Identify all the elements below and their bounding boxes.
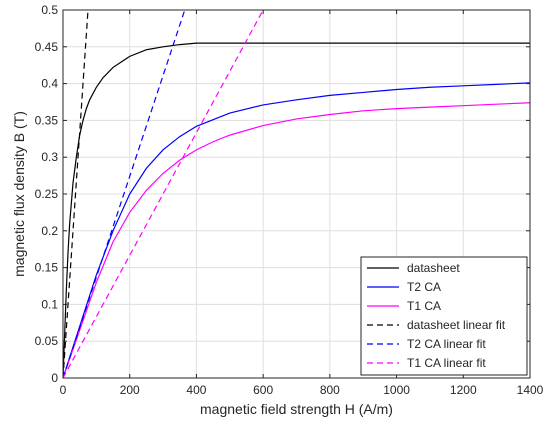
legend-entry: datasheet (407, 261, 460, 275)
x-tick-label: 1400 (517, 383, 544, 397)
ticks: 0 200 400 600 800 1000 1200 1400 0 0.05 0.1 0.15 0.2… (35, 3, 544, 397)
legend-entry: datasheet linear fit (407, 318, 506, 332)
series-line-0 (63, 42, 530, 378)
series-layer (63, 10, 530, 378)
series-line-1 (63, 82, 530, 378)
x-axis-title: magnetic field strength H (A/m) (200, 401, 393, 417)
y-axis-title: magnetic flux density B (T) (11, 111, 27, 277)
grid (62, 9, 531, 379)
y-tick-label: 0.15 (35, 261, 59, 275)
legend-entry: T1 CA (407, 299, 441, 313)
series-line-2 (63, 102, 530, 378)
x-tick-label: 400 (186, 383, 206, 397)
y-tick-label: 0.5 (41, 3, 58, 17)
x-tick-label: 800 (320, 383, 340, 397)
x-tick-label: 1200 (450, 383, 477, 397)
x-tick-label: 200 (120, 383, 140, 397)
legend-box (360, 256, 528, 376)
y-tick-label: 0 (51, 371, 58, 385)
y-tick-label: 0.45 (35, 40, 59, 54)
legend: datasheet T2 CA T1 CA datasheet linear fit T… (360, 256, 528, 376)
x-tick-label: 600 (253, 383, 273, 397)
legend-entry: T1 CA linear fit (407, 356, 486, 370)
series-line-3 (63, 10, 89, 378)
y-tick-label: 0.4 (41, 77, 58, 91)
series-line-4 (63, 10, 186, 378)
legend-entry: T2 CA linear fit (407, 337, 486, 351)
y-tick-label: 0.35 (35, 113, 59, 127)
y-tick-label: 0.3 (41, 150, 58, 164)
y-tick-label: 0.1 (41, 297, 58, 311)
x-tick-label: 1000 (383, 383, 410, 397)
y-tick-label: 0.05 (35, 334, 59, 348)
x-tick-label: 0 (60, 383, 67, 397)
legend-entry: T2 CA (407, 280, 441, 294)
y-tick-label: 0.2 (41, 224, 58, 238)
y-tick-label: 0.25 (35, 187, 59, 201)
